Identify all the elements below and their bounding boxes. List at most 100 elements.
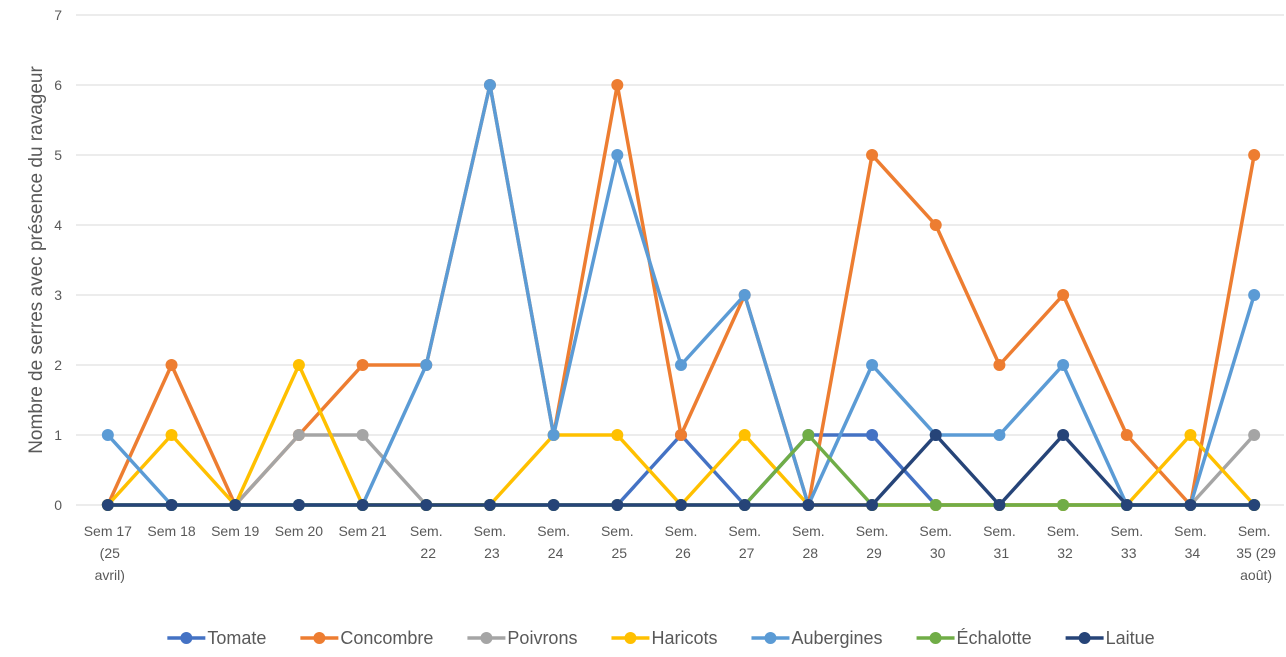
data-point xyxy=(611,429,624,441)
legend-label: Échalotte xyxy=(957,628,1032,648)
y-tick-label: 6 xyxy=(54,77,62,93)
data-point xyxy=(611,79,624,91)
data-point xyxy=(547,429,560,441)
data-point xyxy=(483,79,496,91)
x-tick-label: Sem. 33 xyxy=(1110,523,1143,561)
data-point xyxy=(802,499,815,511)
data-point xyxy=(101,429,114,441)
y-axis-label: Nombre de serres avec présence du ravage… xyxy=(26,66,47,454)
legend-label: Concombre xyxy=(340,628,433,648)
y-tick-label: 0 xyxy=(54,497,62,513)
data-point xyxy=(165,429,178,441)
x-tick-label: Sem. 27 xyxy=(728,523,761,561)
data-point xyxy=(993,429,1006,441)
data-point xyxy=(547,499,560,511)
data-point xyxy=(420,359,433,371)
data-point xyxy=(1057,429,1070,441)
data-point xyxy=(993,499,1006,511)
x-tick-label: Sem 19 xyxy=(211,523,259,539)
data-point xyxy=(483,499,496,511)
legend-label: Tomate xyxy=(207,628,266,648)
data-point xyxy=(292,429,305,441)
x-tick-label: Sem 18 xyxy=(147,523,195,539)
data-point xyxy=(1057,499,1070,511)
legend-marker xyxy=(929,632,942,644)
x-tick-label: Sem. 35 (29 août) xyxy=(1232,523,1276,583)
data-point xyxy=(1248,499,1261,511)
data-point xyxy=(356,359,369,371)
data-point xyxy=(866,429,879,441)
data-point xyxy=(1120,429,1133,441)
legend-label: Poivrons xyxy=(507,628,577,648)
x-tick-label: Sem. 32 xyxy=(1047,523,1080,561)
data-point xyxy=(101,499,114,511)
y-tick-label: 3 xyxy=(54,287,62,303)
legend-marker xyxy=(480,632,493,644)
data-point xyxy=(1184,429,1197,441)
data-point xyxy=(229,499,242,511)
data-point xyxy=(1248,289,1261,301)
data-point xyxy=(1120,499,1133,511)
data-point xyxy=(738,429,751,441)
data-point xyxy=(292,359,305,371)
x-tick-label: Sem. 29 xyxy=(856,523,889,561)
legend-marker xyxy=(764,632,777,644)
data-point xyxy=(866,499,879,511)
data-point xyxy=(611,149,624,161)
data-point xyxy=(1057,359,1070,371)
x-tick-label: Sem. 34 xyxy=(1174,523,1207,561)
data-point xyxy=(866,149,879,161)
x-tick-label: Sem. 26 xyxy=(665,523,698,561)
series-line xyxy=(107,433,1255,507)
data-point xyxy=(165,499,178,511)
x-tick-label: Sem 21 xyxy=(338,523,386,539)
legend-label: Haricots xyxy=(651,628,717,648)
data-point xyxy=(165,359,178,371)
data-point xyxy=(929,429,942,441)
data-point xyxy=(675,429,687,441)
data-point xyxy=(993,359,1006,371)
data-point xyxy=(1248,429,1261,441)
legend-label: Aubergines xyxy=(791,628,882,648)
data-point xyxy=(929,499,942,511)
data-point xyxy=(420,499,433,511)
y-tick-label: 7 xyxy=(54,7,62,23)
data-point xyxy=(1248,149,1261,161)
series-line xyxy=(107,433,1255,507)
data-point xyxy=(1184,499,1197,511)
x-tick-label: Sem. 30 xyxy=(919,523,952,561)
legend-marker xyxy=(624,632,637,644)
legend: Tomate Concombre Poivrons Haricots Aubergine… xyxy=(167,628,1155,648)
y-tick-label: 2 xyxy=(54,357,62,373)
legend-marker xyxy=(180,632,193,644)
legend-marker xyxy=(313,632,326,644)
x-tick-label: Sem. 22 xyxy=(410,523,443,561)
data-point xyxy=(738,289,751,301)
data-point xyxy=(675,499,687,511)
x-tick-label: Sem 20 xyxy=(275,523,323,539)
data-point xyxy=(866,359,879,371)
data-point xyxy=(929,219,942,231)
series-line xyxy=(107,433,1256,507)
x-tick-label: Sem. 28 xyxy=(792,523,825,561)
legend-marker xyxy=(1078,632,1091,644)
data-point xyxy=(802,429,815,441)
data-point xyxy=(356,499,369,511)
data-point xyxy=(356,429,369,441)
data-point xyxy=(1057,289,1070,301)
legend-label: Laitue xyxy=(1106,628,1155,648)
y-tick-label: 5 xyxy=(54,147,62,163)
x-tick-label: Sem. 25 xyxy=(601,523,634,561)
data-point xyxy=(738,499,751,511)
data-point xyxy=(611,499,624,511)
x-tick-label: Sem 17 (25 avril) xyxy=(84,523,132,583)
data-point xyxy=(292,499,305,511)
x-tick-label: Sem. 31 xyxy=(983,523,1016,561)
data-point xyxy=(675,359,687,371)
y-tick-label: 1 xyxy=(54,427,62,443)
y-tick-label: 4 xyxy=(54,217,62,233)
x-tick-label: Sem. 23 xyxy=(474,523,507,561)
series-line xyxy=(107,433,1255,507)
